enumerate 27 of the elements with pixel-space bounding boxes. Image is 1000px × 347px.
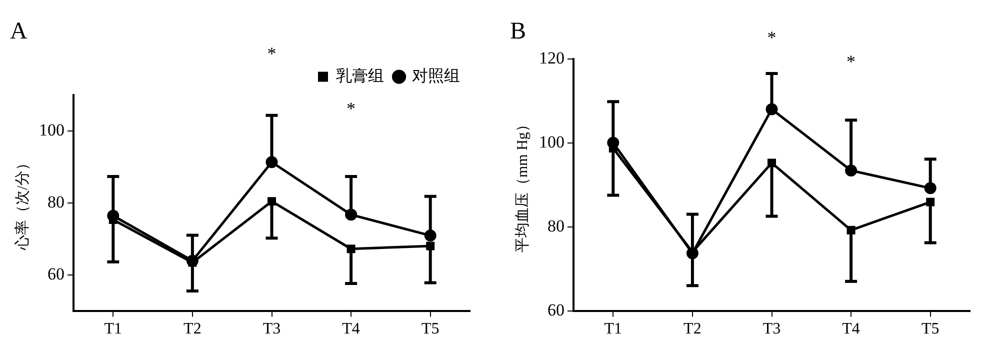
y-tick-label: 100 [39,120,64,140]
y-tick-label: 60 [548,300,564,320]
annotation: * [346,98,356,119]
x-tick-label: T5 [921,320,940,338]
x-tick-label: T5 [421,320,440,338]
x-tick-label: T1 [104,320,122,338]
x-tick-label: T3 [262,320,281,338]
y-tick-label: 120 [539,48,564,68]
y-tick-label: 80 [548,216,564,236]
annotation: * [846,52,856,72]
text: * [767,28,776,48]
y-tick-label: 60 [48,264,64,284]
y-tick-label: 80 [48,192,64,212]
x-tick-label: T1 [604,320,622,338]
x-tick-label: T4 [342,320,360,338]
chart-title: A [10,18,28,45]
x-tick-label: T2 [184,320,202,338]
legend-label: 乳膏组 [336,67,384,86]
y-tick-label: 100 [539,132,564,152]
x-tick-label: T4 [842,320,860,338]
x-tick-label: T3 [762,320,781,338]
text: * [267,44,276,64]
y-axis-title: 平均血压（mm Hg） [514,117,531,253]
x-tick-label: T2 [684,320,702,338]
y-axis-title: 心率（次/分） [14,156,31,251]
legend-label: 对照组 [412,67,460,86]
chart-title: B [510,18,526,45]
